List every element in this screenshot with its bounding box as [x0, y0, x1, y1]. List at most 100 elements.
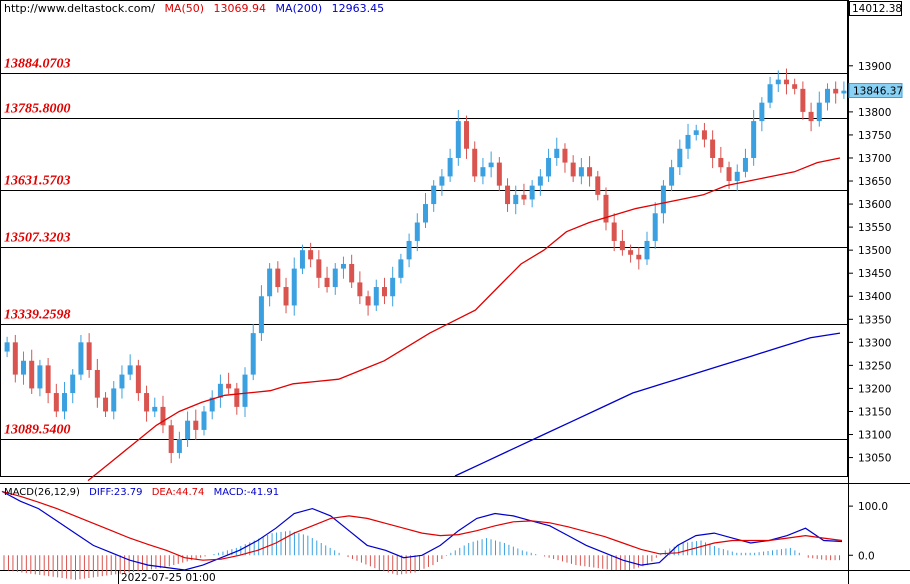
candle-body [226, 383, 232, 389]
ma50-label: MA(50) [164, 2, 205, 15]
candle-body [783, 79, 789, 85]
candle-body [185, 420, 191, 440]
level-label: 13089.5400 [4, 423, 71, 438]
candle-body [160, 406, 166, 426]
candle-body [119, 374, 125, 389]
candle-body [4, 342, 10, 352]
price-tick-label: 13650 [858, 176, 891, 188]
price-tick-label: 13100 [858, 430, 891, 442]
candle-body [537, 176, 543, 186]
candle-body [37, 365, 43, 389]
price-tick-label: 13900 [858, 61, 891, 73]
candle-body [496, 162, 502, 186]
candle-body [267, 268, 273, 297]
level-label: 13339.2598 [4, 308, 71, 323]
candle-body [414, 222, 420, 241]
candle-body [693, 130, 699, 135]
current-price-box [848, 83, 903, 99]
candle-body [45, 365, 51, 394]
candle-body [201, 411, 207, 430]
candle-body [775, 79, 781, 85]
candle-body [439, 176, 445, 186]
candle-body [570, 162, 576, 177]
candle-body [291, 268, 297, 306]
price-tick-label: 13500 [858, 245, 891, 257]
candle-body [833, 88, 839, 94]
macd-diff-line [1, 490, 843, 571]
candle-body [12, 342, 18, 375]
candle-body [86, 342, 92, 370]
price-tick-label: 13550 [858, 222, 891, 234]
candle-body [677, 148, 683, 168]
candle-body [685, 134, 691, 149]
price-tick-label: 13150 [858, 406, 891, 418]
candle-body [103, 397, 109, 412]
candle-body [250, 333, 256, 375]
candle-body [176, 439, 182, 453]
candle-body [660, 185, 666, 214]
candle-body [21, 360, 27, 375]
candle-body [701, 130, 707, 140]
level-label: 13631.5703 [4, 174, 71, 189]
macd-dea-line [1, 490, 843, 561]
candle-body [734, 171, 740, 182]
candle-body [751, 121, 757, 158]
candle-body [316, 259, 322, 278]
candle-body [480, 167, 486, 177]
candle-body [29, 360, 35, 389]
candle-body [587, 167, 593, 177]
candle-body [644, 240, 650, 260]
macd-tick-label: 100.0 [858, 501, 888, 513]
candle-body [578, 167, 584, 177]
candle-body [242, 374, 248, 407]
candle-body [521, 194, 527, 200]
candle-body [390, 277, 396, 297]
ma200-label: MA(200) [275, 2, 323, 15]
candle-body [283, 287, 289, 306]
candle-body [636, 254, 642, 260]
candle-body [209, 397, 215, 412]
candle-body [767, 84, 773, 103]
candle-body [718, 157, 724, 168]
candle-body [447, 157, 453, 177]
candle-body [455, 121, 461, 158]
candle-body [513, 194, 519, 205]
candle-body [349, 263, 355, 283]
macd-diff: DIFF:23.79 [89, 487, 143, 498]
level-label: 13785.8000 [4, 102, 71, 117]
price-tick-label: 13450 [858, 268, 891, 280]
candle-body [423, 204, 428, 223]
candle-body [546, 157, 552, 177]
main-plot-frame [0, 0, 848, 477]
candle-body [217, 383, 223, 398]
price-tick-label: 13200 [858, 383, 891, 395]
candle-body [554, 148, 560, 158]
price-tick-label: 13400 [858, 291, 891, 303]
candle-body [193, 420, 199, 430]
candle-body [628, 250, 634, 255]
candle-body [816, 102, 822, 122]
price-tick-label: 13750 [858, 130, 891, 142]
candle-body [308, 250, 314, 260]
candle-body [381, 287, 387, 297]
candle-body [406, 240, 412, 260]
candle-body [488, 162, 494, 168]
candle-body [808, 111, 814, 122]
candle-body [70, 374, 76, 394]
ma50-value: 13069.94 [213, 2, 267, 15]
candle-body [619, 240, 625, 251]
candle-body [464, 121, 470, 149]
price-tick-label: 13050 [858, 453, 891, 465]
ma50-line [87, 157, 841, 482]
level-label: 13884.0703 [4, 57, 71, 72]
macd-label: MACD(26,12,9) [4, 487, 80, 498]
candle-body [357, 282, 363, 297]
candle-body [398, 259, 404, 278]
site-url[interactable]: http://www.deltastock.com/ [4, 2, 155, 15]
candle-body [168, 425, 174, 453]
macd-value: MACD:-41.91 [213, 487, 280, 498]
candle-body [78, 342, 84, 375]
candle-body [759, 102, 765, 122]
date-label: 2022-07-25 01:00 [121, 572, 216, 584]
